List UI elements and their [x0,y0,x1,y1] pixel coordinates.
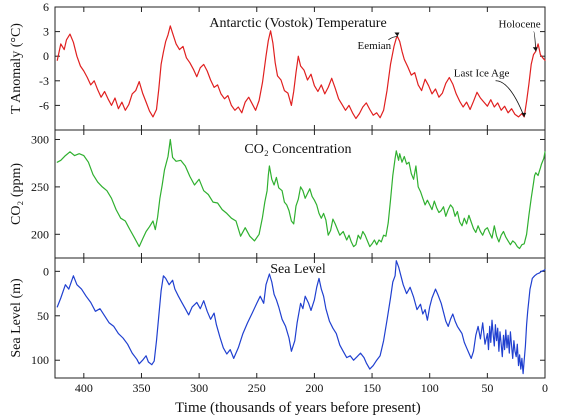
panel-title: Sea Level [270,262,326,277]
x-tick-label: 400 [75,381,93,395]
y-axis-label: Sea Level (m) [9,278,24,358]
sea-series-line [56,260,546,375]
annotation-label: Last Ice Age [454,68,510,80]
panel-frame [54,257,546,379]
x-tick-label: 350 [132,381,150,395]
x-axis: 400 350 300 250 200 150 100 50 0 [75,381,548,395]
annotation-label: Eemian [358,40,392,52]
panel-title: CO₂ Concentration [244,142,351,157]
y-tick-label: -6 [39,98,49,112]
x-axis-label: Time (thousands of years before present) [175,400,421,416]
y-tick-label: 300 [31,132,49,146]
panel-temperature: 6 3 0 -3 -6 Antarctic (Vostok) Temperature T A… [9,0,546,131]
x-tick-label: 100 [421,381,439,395]
panel-title: Antarctic (Vostok) Temperature [209,16,386,31]
panel-sea: 0 50 100 Sea Level Sea Level (m) [9,257,546,379]
y-tick-label: 6 [43,0,49,14]
x-tick-label: 300 [190,381,208,395]
y-axis-label: CO₂ (ppm) [9,163,24,225]
annotation-arrow [388,36,398,41]
x-tick-label: 0 [542,381,548,395]
temperature-series-line [56,25,546,120]
y-tick-label: 100 [31,353,49,367]
annotation-arrowhead [394,32,400,37]
annotation-arrowhead [521,112,527,117]
x-tick-label: 150 [363,381,381,395]
annotation-arrow [495,80,525,118]
y-axis-label: T Anomaly (°C) [9,23,24,114]
y-tick-label: 3 [43,25,49,39]
panel-co2: 300 250 200 CO₂ Concentration CO₂ (ppm) [9,129,546,259]
y-tick-label: 0 [43,264,49,278]
x-tick-label: 200 [305,381,323,395]
co2-series-line [56,138,546,250]
y-tick-label: 250 [31,180,49,194]
y-tick-label: 50 [37,309,49,323]
y-tick-label: 0 [43,49,49,63]
chart-panels: 6 3 0 -3 -6 Antarctic (Vostok) Temperature T A… [9,0,546,379]
annotation-label: Holocene [499,19,541,31]
y-tick-label: 200 [31,227,49,241]
annotation-arrowhead [532,47,538,52]
y-tick-label: -3 [39,74,49,88]
x-tick-label: 250 [248,381,266,395]
x-tick-label: 50 [481,381,493,395]
